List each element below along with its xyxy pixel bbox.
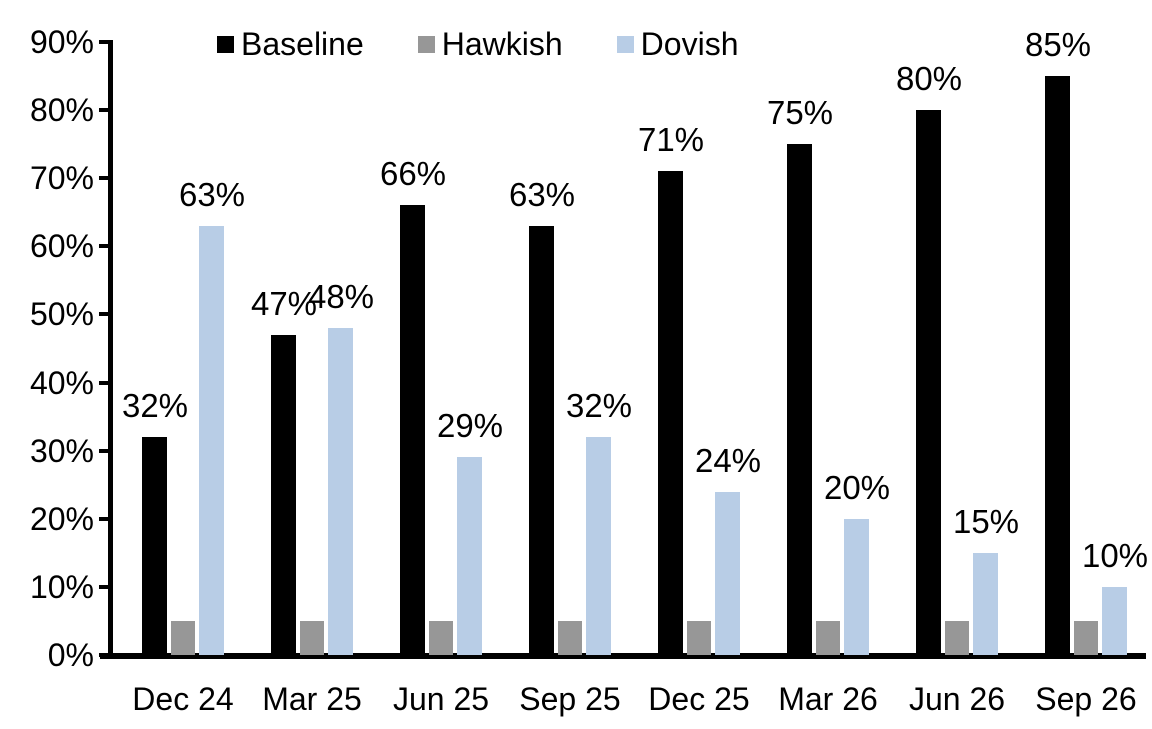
x-axis-label-dec-25: Dec 25 [648,681,750,717]
hawkish-swatch-icon [417,35,435,53]
data-label-baseline-mar-26: 75% [766,94,834,131]
bar-baseline-jun-26 [916,110,941,655]
data-label-baseline-sep-25: 63% [508,176,576,213]
y-axis-tick [99,517,109,521]
x-axis-label-jun-26: Jun 26 [908,681,1006,717]
data-label-baseline-dec-24: 32% [121,387,189,424]
bar-baseline-dec-25 [658,171,683,655]
x-axis-line [100,653,1146,659]
bar-hawkish-mar-25 [300,621,324,655]
baseline-swatch-icon [217,35,234,53]
y-axis-tick [99,312,109,316]
bar-hawkish-sep-26 [1074,621,1098,655]
data-label-baseline-dec-25: 71% [637,121,705,158]
y-axis-tick-label: 0% [47,637,94,673]
data-label-dovish-mar-26: 20% [823,469,891,506]
x-axis-label-dec-24: Dec 24 [132,681,234,717]
legend-label-baseline: Baseline [241,26,364,62]
y-axis-tick-label: 10% [29,569,94,605]
bar-dovish-jun-25 [457,457,482,655]
bar-hawkish-dec-24 [171,621,195,655]
y-axis-tick [99,176,109,180]
data-label-dovish-jun-25: 29% [436,407,504,444]
data-label-baseline-jun-26: 80% [895,60,963,97]
y-axis-tick [99,40,109,44]
bar-dovish-mar-26 [844,519,869,655]
legend-label-dovish: Dovish [640,26,739,62]
bar-hawkish-sep-25 [558,621,582,655]
data-label-baseline-mar-25: 47% [250,285,318,322]
x-axis-label-sep-25: Sep 25 [519,681,621,717]
legend-label-hawkish: Hawkish [441,26,563,62]
bar-dovish-sep-26 [1102,587,1127,655]
chart-legend: Baseline Hawkish Dovish [217,24,738,64]
bar-hawkish-jun-26 [945,621,969,655]
x-axis-label-mar-26: Mar 26 [778,681,878,717]
bar-dovish-mar-25 [328,328,353,655]
y-axis-tick-label: 90% [29,24,94,60]
y-axis-tick-label: 80% [29,92,94,128]
bar-baseline-jun-25 [400,205,425,655]
y-axis-tick [99,381,109,385]
y-axis-tick [99,244,109,248]
y-axis-tick-label: 40% [29,365,94,401]
y-axis-tick-label: 70% [29,160,94,196]
data-label-dovish-sep-25: 32% [565,387,633,424]
data-label-baseline-sep-26: 85% [1024,26,1092,63]
bar-dovish-dec-24 [199,226,224,655]
y-axis-tick [99,108,109,112]
y-axis-tick-label: 30% [29,433,94,469]
bar-hawkish-mar-26 [816,621,840,655]
x-axis-label-mar-25: Mar 25 [262,681,362,717]
data-label-dovish-dec-24: 63% [178,176,246,213]
y-axis-tick-label: 50% [29,296,94,332]
legend-item-baseline: Baseline [217,24,364,64]
x-axis-label-sep-26: Sep 26 [1035,681,1137,717]
bar-baseline-sep-25 [529,226,554,655]
data-label-dovish-mar-25: 48% [307,278,375,315]
data-label-baseline-jun-25: 66% [379,155,447,192]
bar-dovish-jun-26 [973,553,998,655]
data-label-dovish-sep-26: 10% [1081,537,1149,574]
bar-hawkish-dec-25 [687,621,711,655]
y-axis-tick-label: 20% [29,501,94,537]
bar-baseline-dec-24 [142,437,167,655]
bar-baseline-sep-26 [1045,76,1070,655]
x-axis-label-jun-25: Jun 25 [392,681,490,717]
bar-dovish-sep-25 [586,437,611,655]
y-axis-tick-label: 60% [29,228,94,264]
y-axis-tick [99,653,109,657]
y-axis-tick [99,449,109,453]
y-axis-line [108,40,113,658]
y-axis-tick [99,585,109,589]
legend-item-dovish: Dovish [616,24,739,64]
data-label-dovish-jun-26: 15% [952,503,1020,540]
bar-hawkish-jun-25 [429,621,453,655]
bar-baseline-mar-25 [271,335,296,655]
dovish-swatch-icon [616,35,634,53]
bar-dovish-dec-25 [715,492,740,655]
legend-item-hawkish: Hawkish [417,24,563,64]
bar-baseline-mar-26 [787,144,812,655]
data-label-dovish-dec-25: 24% [694,442,762,479]
